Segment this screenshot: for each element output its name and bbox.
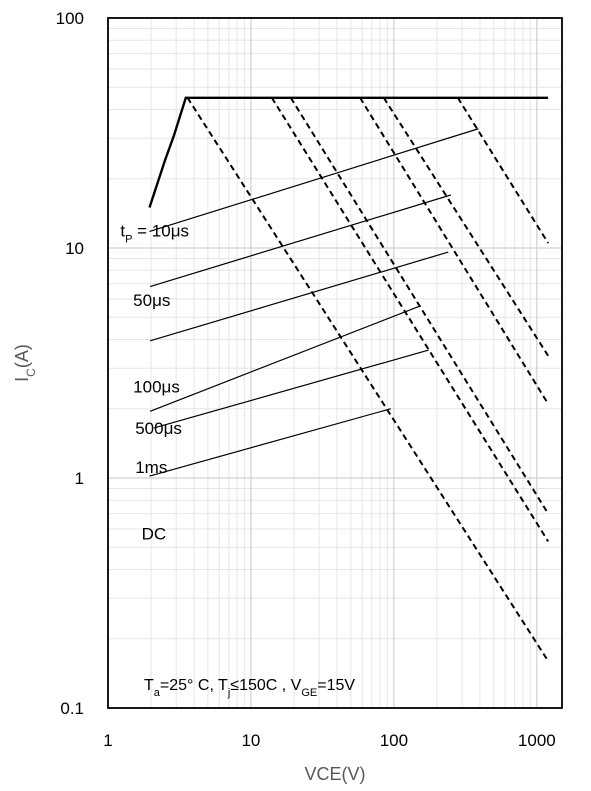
plot-frame bbox=[107, 17, 563, 709]
annotation-tp10-main: t bbox=[120, 222, 125, 241]
x-tick-label: 1000 bbox=[518, 731, 556, 750]
y-tick-label: 100 bbox=[56, 9, 84, 28]
y-tick-label: 0.1 bbox=[60, 699, 84, 718]
annotation-labels-layer: tP = 10μs 50μs 100μs 500μs 1ms DC bbox=[120, 222, 189, 544]
minor-gridlines bbox=[108, 18, 562, 708]
solid-limit-curve bbox=[148, 96, 549, 208]
annotation-label-us500: 500μs bbox=[135, 419, 182, 438]
dashed-series-6 bbox=[456, 97, 549, 244]
leader-us50 bbox=[149, 194, 451, 288]
annotation-tp10-sub: P bbox=[125, 234, 132, 246]
annotation-label-us50: 50μs bbox=[133, 291, 170, 310]
y-axis-title: IC(A) bbox=[12, 344, 38, 382]
annotation-tp10-tail: = 10μs bbox=[132, 222, 189, 241]
dashed-series-5 bbox=[382, 97, 549, 357]
leader-ms1 bbox=[153, 349, 429, 429]
y-tick-label: 10 bbox=[65, 239, 84, 258]
dashed-series-4 bbox=[359, 97, 549, 405]
tick-labels-layer: 1 10 100 1000 100 10 1 0.1 bbox=[56, 9, 556, 750]
cond-vge-sub: GE bbox=[301, 687, 317, 699]
cond-t-main: T bbox=[144, 677, 154, 694]
leader-us100 bbox=[149, 251, 449, 342]
dashed-series-1 bbox=[186, 97, 549, 662]
leader-us500 bbox=[149, 305, 421, 412]
annotation-label-tp10: tP = 10μs bbox=[120, 222, 189, 246]
conditions-label: Ta=25° C, Tj≤150C , VGE=15V bbox=[144, 677, 355, 699]
cond-tj-sub: j bbox=[227, 687, 230, 699]
cond-t-text: =25° C, T bbox=[160, 677, 228, 694]
leader-tp10 bbox=[149, 128, 479, 233]
cond-tj-text: ≤150C , V bbox=[230, 677, 301, 694]
annotation-label-ms1: 1ms bbox=[135, 458, 167, 477]
x-tick-label: 100 bbox=[380, 731, 408, 750]
dashed-series-2 bbox=[270, 97, 549, 542]
annotation-leaders-layer bbox=[149, 128, 479, 477]
y-tick-label: 1 bbox=[75, 469, 84, 488]
x-tick-label: 10 bbox=[241, 731, 260, 750]
leader-dc bbox=[149, 408, 391, 477]
y-axis-title-sub: C bbox=[24, 368, 38, 377]
limit-curve-layer bbox=[148, 96, 549, 208]
cond-t-sub: a bbox=[154, 687, 161, 699]
annotation-label-dc: DC bbox=[142, 525, 167, 544]
x-tick-label: 1 bbox=[103, 731, 112, 750]
y-axis-title-tail: (A) bbox=[12, 344, 32, 368]
y-axis-title-main: I bbox=[12, 377, 32, 382]
cond-vge-text: =15V bbox=[317, 677, 355, 694]
annotation-label-us100: 100μs bbox=[133, 378, 180, 397]
x-axis-title: VCE(V) bbox=[304, 764, 365, 784]
